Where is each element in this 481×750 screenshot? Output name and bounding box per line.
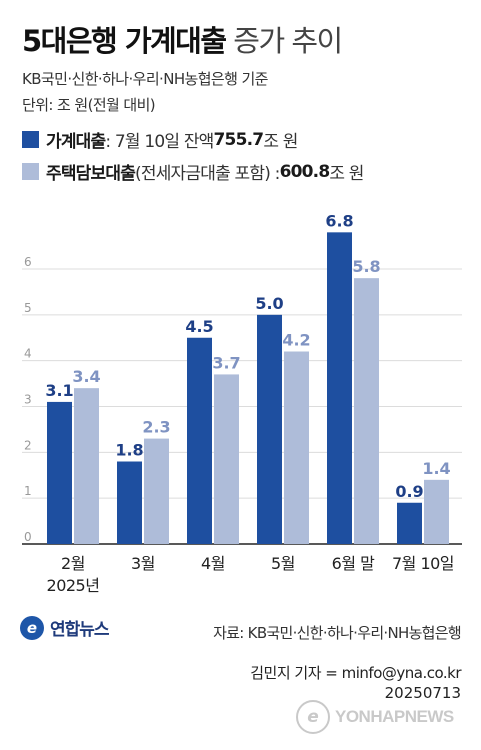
legend-amount: 600.8 [279,161,331,182]
yonhap-logo-icon: e [20,615,44,640]
bar-chart: 0 1 2 3 4 5 6 3.13.4 2월 2025년 1.8 2.3 3월 4.5 3.7 4월 5.0 4… [22,211,462,595]
y-tick-label: 6 [24,255,32,269]
watermark-text: YONHAPNEWS [335,707,454,726]
legend-name: 주택담보대출 [46,164,136,184]
watermark-icon: e [296,700,330,734]
bar-value-label: 4.2 [282,331,310,350]
x-category-label: 6월 말 [332,554,375,573]
y-tick-label: 3 [24,393,32,407]
legend-note: (전세자금대출 포함) : [135,164,280,184]
bar-value-label: 1.4 [422,459,450,478]
bar-mortgage-loan [354,278,379,544]
bar-value-label: 2.3 [142,418,170,437]
x-category-label: 4월 [201,554,225,573]
x-category-sublabel: 2025년 [47,576,100,595]
y-tick-label: 5 [24,301,32,315]
bar-household-loan [397,502,422,544]
legend-name: 가계대출 [46,132,106,152]
bar-value-label: 3.7 [212,353,240,372]
legend-unit: 조 원 [329,164,364,184]
bar-mortgage-loan [424,479,449,544]
legend-item-mortgage: 주택담보대출 (전세자금대출 포함) : 600.8 조 원 [22,159,364,184]
legend-swatch-household [22,131,39,148]
title-main: 5대은행 가계대출 [22,24,227,58]
y-tick-label: 1 [24,484,32,498]
x-category-label: 7월 10일 [392,554,454,573]
y-tick-label: 4 [24,347,32,361]
x-category-label: 5월 [271,554,295,573]
legend-note: : 7월 10일 잔액 [105,132,214,152]
chart-title: 5대은행 가계대출 증가 추이 [22,18,343,60]
bar-value-label: 1.8 [115,441,143,460]
bar-value-label: 3.4 [72,367,100,386]
subtitle-banks: KB국민·신한·하나·우리·NH농협은행 기준 [22,70,268,88]
bar-household-loan [117,461,142,544]
bar-mortgage-loan [74,388,99,544]
x-category-label: 2월 [61,554,85,573]
bar-mortgage-loan [144,438,169,544]
bar-mortgage-loan [214,374,239,544]
bar-household-loan [47,401,72,544]
x-category-label: 3월 [131,554,155,573]
yonhap-logo: e 연합뉴스 [20,615,110,640]
subtitle-unit: 단위: 조 원(전월 대비) [22,96,156,114]
logo-text: 연합뉴스 [50,620,110,640]
legend-swatch-mortgage [22,163,39,180]
bar-household-loan [187,337,212,544]
legend-item-household: 가계대출 : 7월 10일 잔액 755.7 조 원 [22,127,298,152]
bar-mortgage-loan [284,351,309,544]
source-text: 자료: KB국민·신한·하나·우리·NH농협은행 [213,624,462,642]
bar-value-label: 5.8 [352,257,380,276]
bar-household-loan [327,232,352,545]
bar-value-label: 5.0 [255,294,283,313]
legend-unit: 조 원 [263,132,298,152]
bar-value-label: 0.9 [395,482,423,501]
bar-value-label: 4.5 [185,317,213,336]
legend-amount: 755.7 [213,129,265,150]
bar-household-loan [257,314,282,544]
bar-value-label: 6.8 [325,211,353,230]
credit-text: 김민지 기자 = minfo@yna.co.kr [250,664,461,682]
date-text: 20250713 [384,684,461,702]
watermark: e YONHAPNEWS [296,700,454,734]
y-tick-label: 2 [24,438,32,452]
y-tick-label: 0 [24,530,32,544]
title-sub: 증가 추이 [233,24,343,58]
bar-value-label: 3.1 [45,381,73,400]
